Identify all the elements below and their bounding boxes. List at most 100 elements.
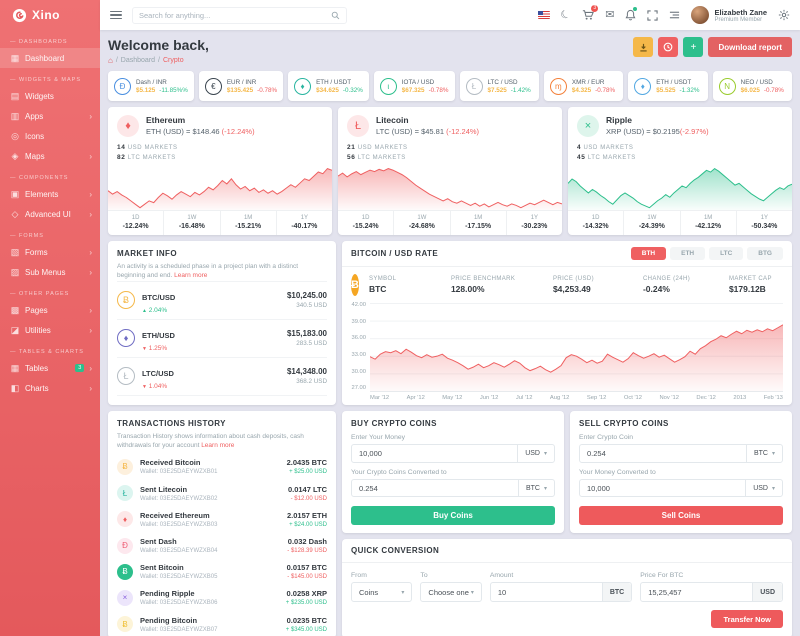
buy-crypto-panel: BUY CRYPTO COINS Enter Your Money USD▾ Y… bbox=[342, 411, 564, 533]
ticker-change: -1.42% bbox=[510, 86, 531, 94]
home-icon[interactable]: ⌂ bbox=[108, 56, 113, 65]
period-cell[interactable]: 1Y -50.34% bbox=[751, 215, 778, 230]
app-name: Xino bbox=[32, 8, 60, 22]
rate-tab[interactable]: ETH bbox=[670, 247, 706, 260]
sidebar-item[interactable]: ◧ Charts › bbox=[10, 382, 92, 393]
sidebar-item[interactable]: ▦ Tables 3 › bbox=[10, 362, 92, 373]
ticker-card[interactable]: ɱ XMR / EUR $4.325 -0.78% bbox=[543, 71, 624, 101]
sidebar-item[interactable]: ▩ Pages › bbox=[10, 304, 92, 315]
sell-currency-select[interactable]: USD ▾ bbox=[745, 479, 782, 497]
period-cell[interactable]: 1M -42.12% bbox=[681, 211, 737, 235]
sell-coin-select[interactable]: BTC ▾ bbox=[745, 445, 782, 462]
period-cell[interactable]: 1M -17.15% bbox=[451, 211, 507, 235]
rate-tab[interactable]: LTC bbox=[709, 247, 744, 260]
buy-converted-input[interactable] bbox=[352, 483, 518, 493]
ticker-card[interactable]: Ł LTC / USD $7.525 -1.42% bbox=[459, 71, 539, 101]
sidebar-item[interactable]: ▤ Widgets bbox=[10, 90, 54, 101]
search-input[interactable] bbox=[139, 10, 331, 20]
period-cell[interactable]: 1W -24.39% bbox=[624, 211, 681, 235]
ticker-card[interactable]: ι IOTA / USD $67.325 -0.78% bbox=[373, 71, 455, 101]
sell-crypto-panel: SELL CRYPTO COINS Enter Crypto Coin BTC▾… bbox=[570, 411, 792, 533]
ticker-change: -0.78% bbox=[428, 86, 449, 94]
avatar bbox=[691, 6, 710, 24]
coin-icon: € bbox=[204, 77, 222, 95]
ticker-card[interactable]: N NEO / USD $6.025 -0.78% bbox=[712, 71, 793, 101]
xino-logo-icon bbox=[12, 8, 27, 22]
rate-tab[interactable]: BTG bbox=[747, 247, 783, 260]
download-report-button[interactable]: Download report bbox=[708, 37, 792, 57]
user-name: Elizabeth Zane bbox=[714, 7, 767, 17]
learn-more-link[interactable]: Learn more bbox=[201, 442, 235, 450]
ticker-pair: ETH / USDT bbox=[656, 78, 692, 86]
period-cell[interactable]: 1Y -30.23% bbox=[521, 215, 548, 230]
sidebar: Xino Dashboards ▦Dashboard Widgets & Map… bbox=[0, 0, 100, 636]
logo[interactable]: Xino bbox=[0, 0, 100, 30]
coin-name: Ripple bbox=[606, 115, 632, 125]
settings-gear-icon[interactable] bbox=[778, 9, 790, 21]
user-menu[interactable]: Elizabeth Zane Premium Member bbox=[691, 6, 767, 24]
sidebar-item[interactable]: ▦ Dashboard bbox=[0, 48, 100, 68]
cart-icon[interactable]: 3 bbox=[582, 5, 599, 21]
sell-coins-button[interactable]: Sell Coins bbox=[579, 506, 783, 526]
period-cell[interactable]: 1D -12.24% bbox=[108, 211, 165, 235]
sell-amount-input[interactable] bbox=[580, 448, 746, 458]
period-cell[interactable]: 1Y -40.17% bbox=[291, 215, 318, 230]
add-button[interactable]: + bbox=[683, 37, 704, 57]
market-row: Ł LTC/USD ▼ 1.04% $14,348.00 368.2 USD bbox=[117, 356, 327, 395]
ticker-card[interactable]: ♦ ETH / USDT $5.525 -1.32% bbox=[628, 71, 708, 101]
rate-tab[interactable]: BTH bbox=[630, 247, 667, 260]
mail-icon[interactable]: ✉ bbox=[605, 8, 615, 21]
notifications-bell-icon[interactable] bbox=[625, 7, 638, 21]
sidebar-item[interactable]: ◈ Maps › bbox=[11, 150, 92, 161]
buy-currency-select[interactable]: USD ▾ bbox=[517, 445, 554, 462]
buy-coins-button[interactable]: Buy Coins bbox=[351, 506, 555, 526]
ticker-card[interactable]: € EUR / INR $135.425 -0.78% bbox=[198, 71, 284, 101]
y-tick: 42.00 bbox=[351, 302, 366, 308]
ticker-card[interactable]: Đ Dash / INR $5.125 -11.85%% bbox=[108, 71, 194, 101]
from-select[interactable]: Coins ▾ bbox=[351, 582, 413, 602]
period-cell[interactable]: 1D -15.24% bbox=[338, 211, 395, 235]
sidebar-item[interactable]: ◇ Advanced UI › bbox=[11, 208, 92, 219]
to-select[interactable]: Choose one ▾ bbox=[420, 582, 482, 602]
y-tick: 36.00 bbox=[351, 335, 366, 342]
search-icon[interactable] bbox=[331, 11, 340, 20]
sidebar-item[interactable]: ▧ Forms › bbox=[10, 246, 92, 257]
sidebar-item[interactable]: ◪ Utilities › bbox=[10, 324, 92, 335]
ticker-card[interactable]: ♦ ETH / USDT $34.625 -0.32% bbox=[288, 71, 369, 101]
sidebar-item[interactable]: ▥ Apps › bbox=[10, 110, 92, 121]
period-cell[interactable]: 1M -15.21% bbox=[221, 211, 277, 235]
sell-converted-input[interactable] bbox=[580, 483, 746, 493]
section-label: Components bbox=[0, 175, 100, 181]
sidebar-item[interactable]: ▣ Elements › bbox=[10, 188, 92, 199]
buy-coin-select[interactable]: BTC ▾ bbox=[517, 479, 554, 497]
sidebar-item-icon: ▨ bbox=[10, 266, 20, 277]
menu-toggle-icon[interactable] bbox=[110, 10, 122, 20]
language-flag-icon[interactable] bbox=[538, 11, 551, 19]
learn-more-link[interactable]: Learn more bbox=[174, 272, 208, 280]
breadcrumb-dashboard[interactable]: Dashboard bbox=[120, 57, 156, 64]
buy-amount-input[interactable] bbox=[352, 448, 518, 458]
price-input[interactable] bbox=[641, 587, 753, 597]
panel-title: TRANSACTIONS HISTORY bbox=[117, 419, 226, 428]
amount-input[interactable] bbox=[490, 587, 602, 597]
dark-mode-moon-icon[interactable]: ☾ bbox=[559, 7, 574, 23]
period-cell[interactable]: 1W -16.48% bbox=[164, 211, 221, 235]
fullscreen-icon[interactable] bbox=[647, 9, 659, 21]
price-unit: USD bbox=[752, 583, 783, 601]
market-stat: 21 USD MARKETS bbox=[347, 144, 408, 151]
sidebar-item[interactable]: ◎ Icons bbox=[11, 130, 45, 141]
chevron-right-icon: › bbox=[89, 209, 92, 219]
sidebar-item[interactable]: ▨ Sub Menus › bbox=[10, 266, 92, 277]
transfer-now-button[interactable]: Transfer Now bbox=[711, 610, 783, 628]
transaction-row: ♦ Received Ethereum Wallet: 03E25DAEYWZX… bbox=[117, 506, 327, 532]
sidebar-item-icon: ▥ bbox=[10, 110, 20, 121]
download-icon-button[interactable] bbox=[633, 37, 654, 57]
right-sidebar-toggle-icon[interactable] bbox=[669, 10, 680, 20]
clock-icon bbox=[664, 42, 673, 52]
ticker-pair: Dash / INR bbox=[136, 78, 167, 86]
history-clock-button[interactable] bbox=[658, 37, 679, 57]
litecoin-sparkline bbox=[338, 164, 562, 210]
period-cell[interactable]: 1D -14.32% bbox=[568, 211, 625, 235]
period-cell[interactable]: 1W -24.68% bbox=[394, 211, 451, 235]
